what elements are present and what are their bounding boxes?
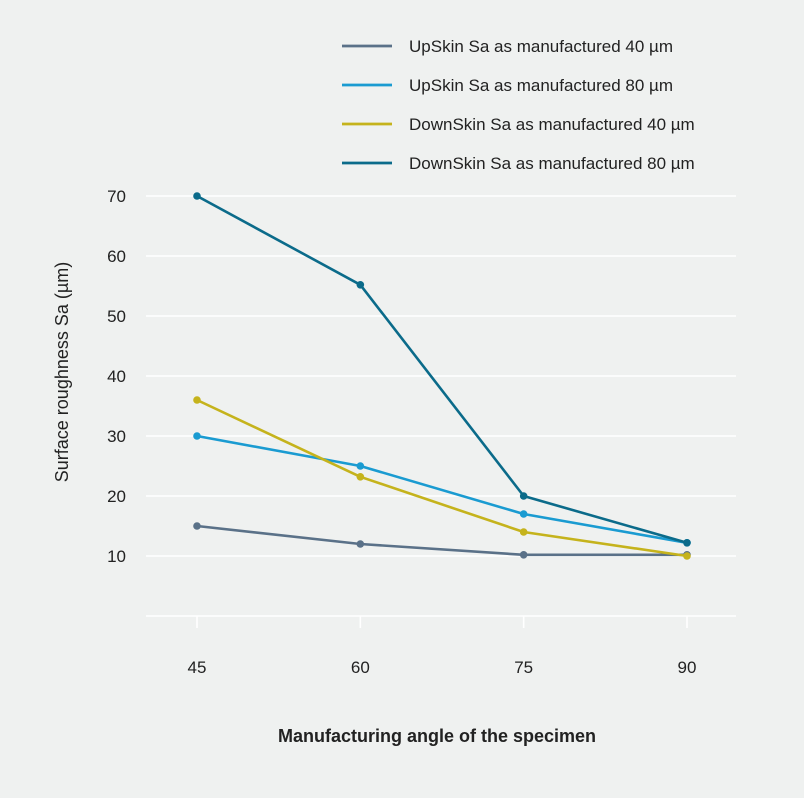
x-axis: 45 60 75 90 bbox=[188, 616, 697, 677]
y-tick-label: 10 bbox=[107, 547, 126, 566]
y-tick-label: 40 bbox=[107, 367, 126, 386]
legend-item: UpSkin Sa as manufactured 80 µm bbox=[342, 76, 673, 95]
x-tick-label: 45 bbox=[188, 658, 207, 677]
series-line bbox=[195, 194, 689, 545]
y-axis-title: Surface roughness Sa (µm) bbox=[52, 262, 72, 482]
y-tick-label: 60 bbox=[107, 247, 126, 266]
data-point bbox=[519, 510, 528, 518]
y-tick-label: 30 bbox=[107, 427, 126, 446]
series-line bbox=[195, 524, 689, 557]
y-axis-ticks: 10 20 30 40 50 60 70 bbox=[107, 187, 126, 566]
series-3 bbox=[193, 396, 691, 560]
series-line bbox=[195, 398, 689, 558]
data-point bbox=[193, 522, 201, 530]
series-1 bbox=[193, 522, 691, 559]
legend-label: UpSkin Sa as manufactured 80 µm bbox=[409, 76, 673, 95]
data-point bbox=[356, 281, 365, 289]
y-tick-label: 50 bbox=[107, 307, 126, 326]
data-point bbox=[356, 473, 365, 481]
data-point bbox=[683, 539, 691, 547]
x-tick-label: 60 bbox=[351, 658, 370, 677]
legend-item: DownSkin Sa as manufactured 40 µm bbox=[342, 115, 695, 134]
legend-item: DownSkin Sa as manufactured 80 µm bbox=[342, 154, 695, 173]
y-tick-label: 20 bbox=[107, 487, 126, 506]
x-tick-label: 75 bbox=[514, 658, 533, 677]
legend-item: UpSkin Sa as manufactured 40 µm bbox=[342, 37, 673, 56]
gridlines bbox=[146, 195, 736, 617]
x-tick-label: 90 bbox=[678, 658, 697, 677]
data-point bbox=[193, 432, 201, 440]
data-point bbox=[193, 192, 201, 200]
data-point bbox=[519, 551, 528, 559]
x-axis-title: Manufacturing angle of the specimen bbox=[278, 726, 596, 746]
legend: UpSkin Sa as manufactured 40 µm UpSkin Sa… bbox=[342, 37, 695, 173]
data-point bbox=[519, 492, 528, 500]
data-point bbox=[519, 528, 528, 536]
y-tick-label: 70 bbox=[107, 187, 126, 206]
legend-label: UpSkin Sa as manufactured 40 µm bbox=[409, 37, 673, 56]
legend-label: DownSkin Sa as manufactured 80 µm bbox=[409, 154, 695, 173]
series-4 bbox=[193, 192, 691, 547]
series-line bbox=[195, 434, 689, 545]
data-point bbox=[356, 540, 365, 548]
data-point bbox=[193, 396, 201, 404]
data-point bbox=[683, 552, 691, 560]
series-2 bbox=[193, 432, 691, 547]
legend-label: DownSkin Sa as manufactured 40 µm bbox=[409, 115, 695, 134]
data-point bbox=[356, 462, 365, 470]
series-lines bbox=[193, 192, 691, 560]
